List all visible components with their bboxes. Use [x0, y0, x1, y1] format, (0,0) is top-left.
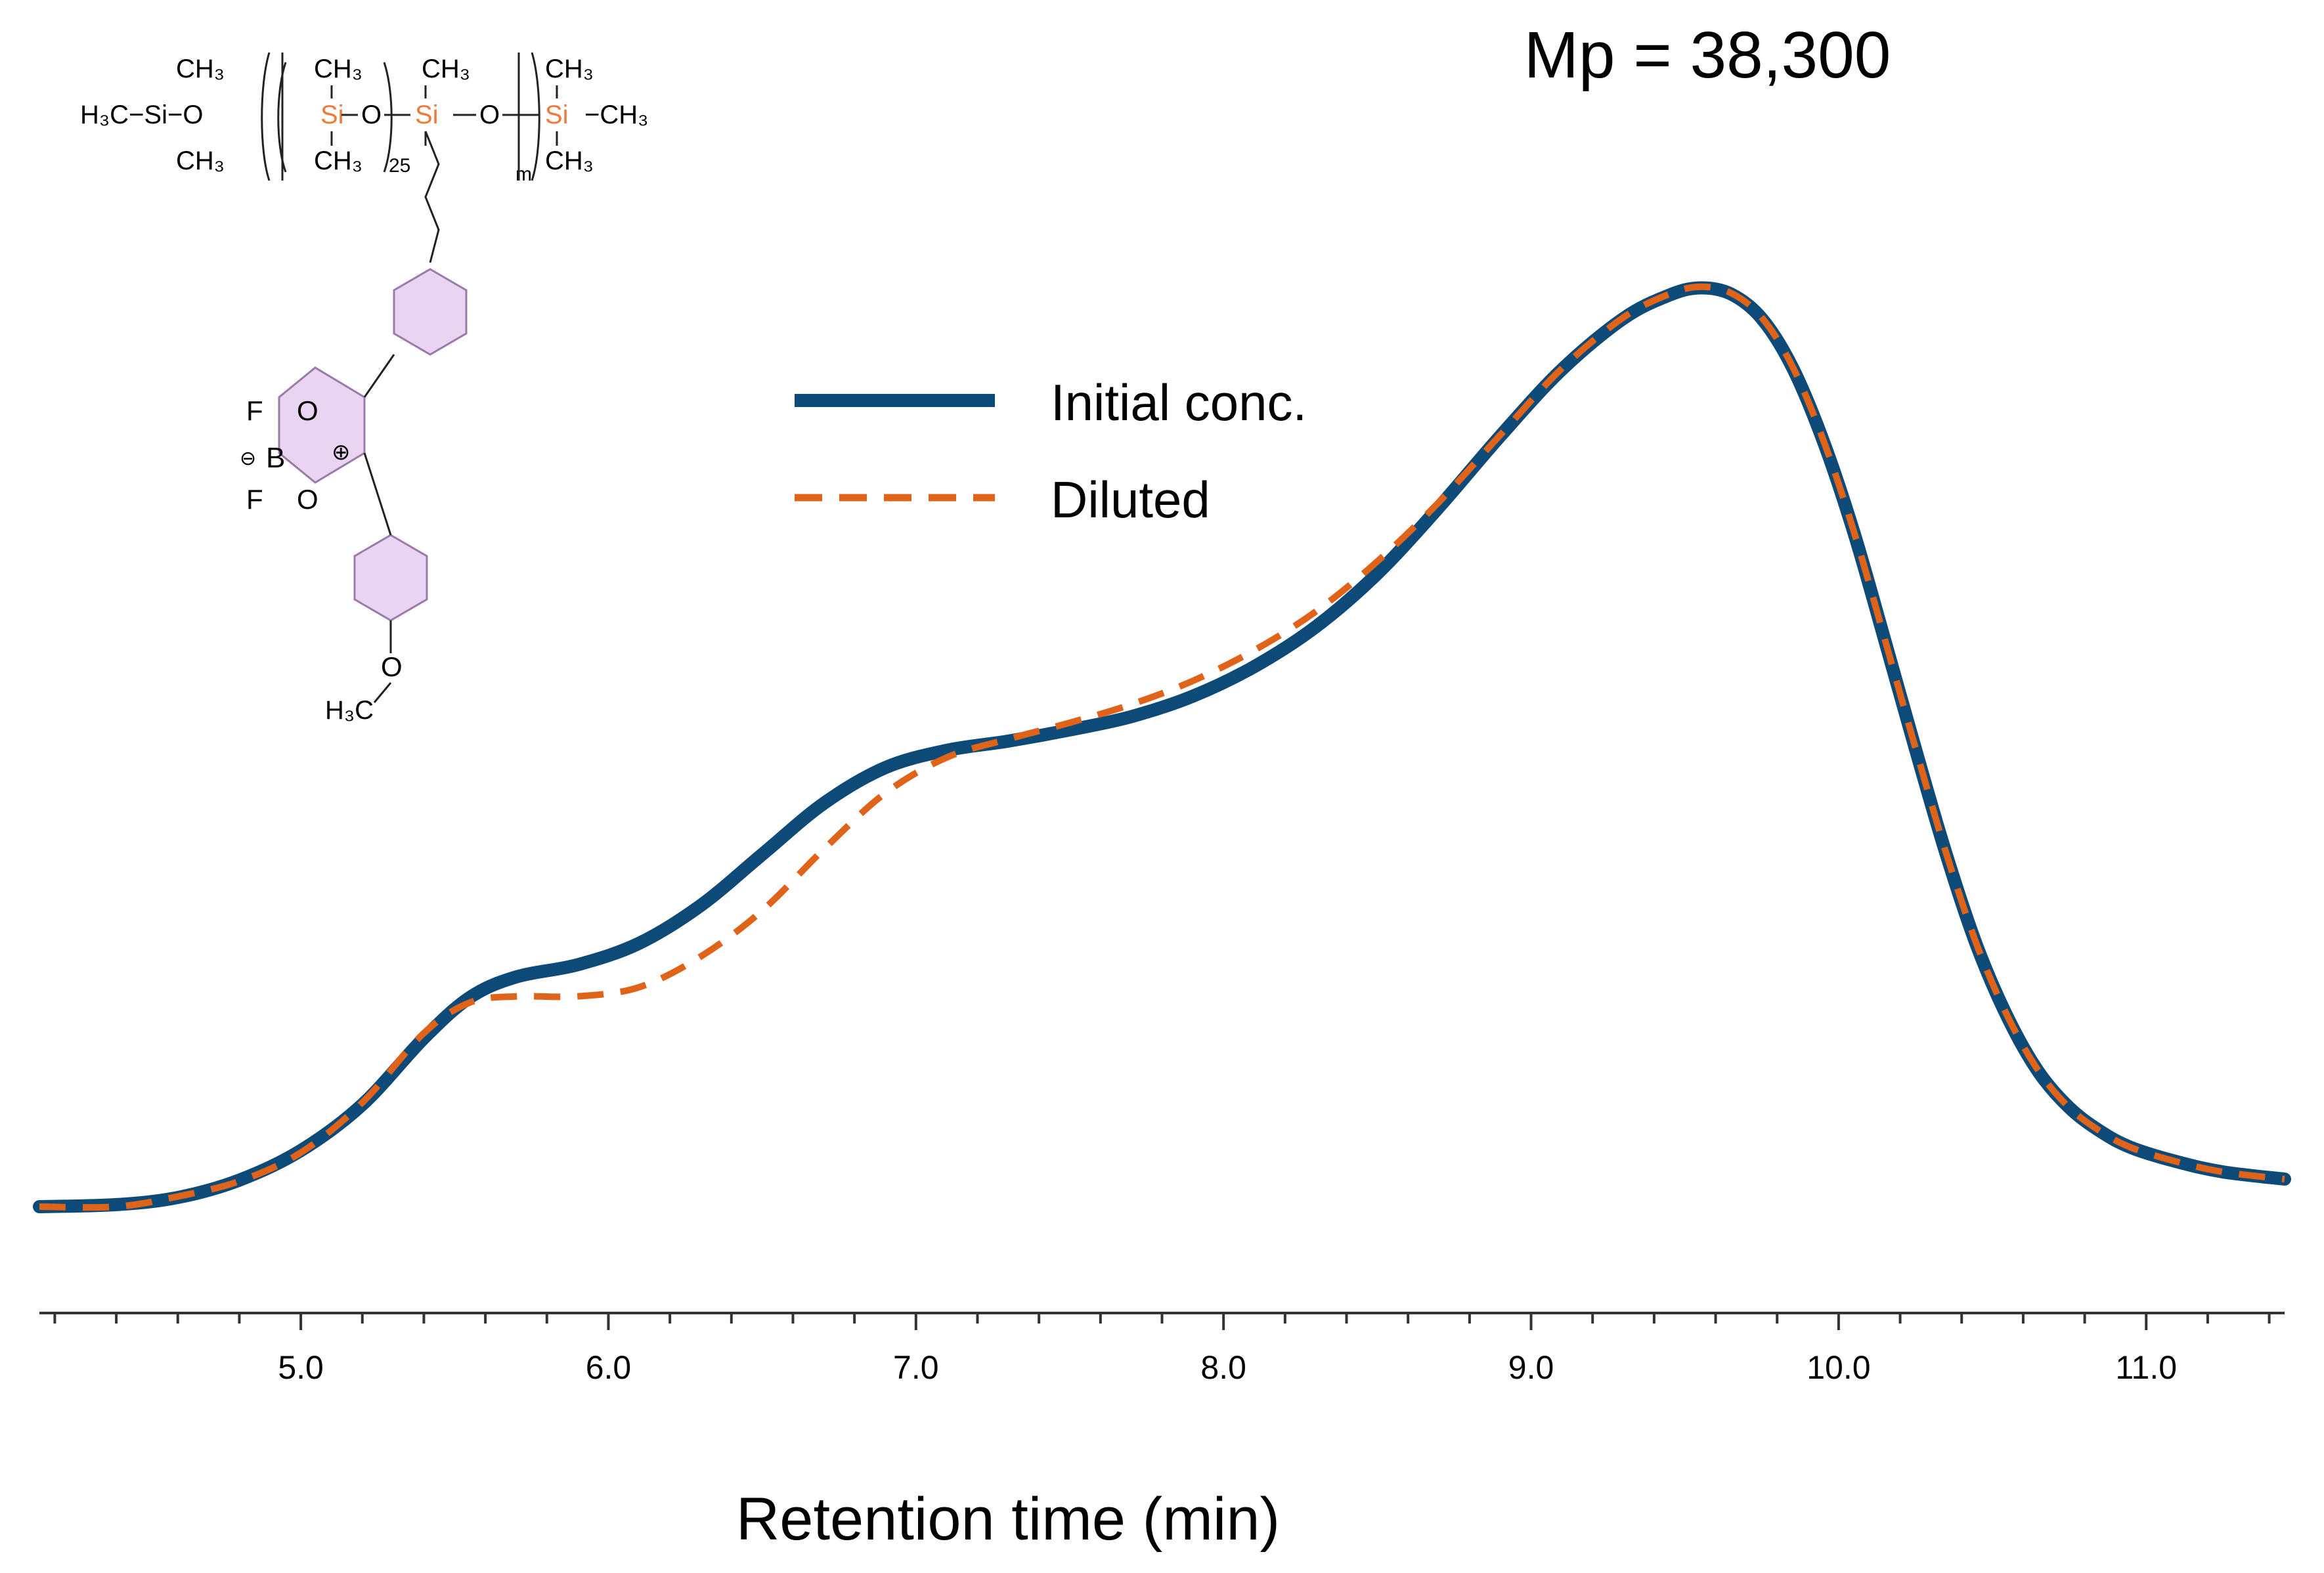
bottom-methyl-2: CH₃: [314, 146, 362, 175]
bf2-dbm-dye: O O B F F ⊖ ⊕ O H₃C: [240, 268, 468, 725]
siloxane-backbone: H₃C−Si−O CH₃ CH₃ CH₃ CH₃ CH₃ CH₃ CH₃ Si …: [80, 54, 648, 185]
fluorine-bottom: F: [246, 484, 263, 515]
top-methyl-2: CH₃: [314, 54, 362, 83]
series-diluted: [39, 283, 2285, 1211]
oxygen-top: O: [297, 395, 318, 426]
dioxaborinine-ring: [278, 366, 366, 484]
oxygen-bottom: O: [297, 484, 318, 515]
plot-area: [33, 281, 2291, 1213]
x-tick-label: 6.0: [586, 1349, 632, 1386]
phenyl-ring-bottom: [353, 534, 428, 622]
bottom-methyl-1: CH₃: [176, 146, 225, 175]
legend: Initial conc. Diluted: [795, 374, 1307, 528]
top-methyl-4: CH₃: [545, 54, 594, 83]
repeat-25: 25: [389, 155, 410, 177]
fluorine-top: F: [246, 395, 263, 426]
right-methyl: −CH₃: [584, 100, 648, 129]
x-tick-label: 10.0: [1807, 1349, 1870, 1386]
bottom-methyl-3: CH₃: [545, 146, 594, 175]
silicon-1: Si: [320, 100, 344, 129]
annotation-mp: Mp = 38,300: [1524, 18, 1891, 92]
silicon-3: Si: [545, 100, 569, 129]
x-tick-label: 8.0: [1200, 1349, 1246, 1386]
methoxy-methyl: H₃C: [325, 696, 374, 725]
phenyl-ring-top: [393, 268, 468, 356]
minus-charge: ⊖: [240, 448, 256, 469]
top-methyl-1: CH₃: [176, 54, 225, 83]
legend-label-diluted: Diluted: [1051, 471, 1210, 528]
x-tick-label: 9.0: [1508, 1349, 1554, 1386]
x-tick-label: 11.0: [2115, 1349, 2177, 1386]
x-ticks: 5.0 6.0 7.0 8.0 9.0 10.0 11.0: [53, 1313, 2271, 1386]
chemical-structure: H₃C−Si−O CH₃ CH₃ CH₃ CH₃ CH₃ CH₃ CH₃ Si …: [80, 52, 648, 725]
oxygen-1: O: [361, 100, 382, 129]
x-tick-label: 5.0: [278, 1349, 324, 1386]
boron: B: [266, 442, 285, 474]
x-axis-label: Retention time (min): [736, 1486, 1280, 1553]
structure-bonds: [261, 52, 558, 263]
plus-charge: ⊕: [332, 440, 351, 465]
legend-label-initial: Initial conc.: [1051, 374, 1307, 431]
oxygen-2: O: [479, 100, 500, 129]
methoxy-oxygen: O: [381, 651, 403, 682]
x-axis: 5.0 6.0 7.0 8.0 9.0 10.0 11.0: [39, 1312, 2285, 1386]
left-trimethylsilyl: H₃C−Si−O: [80, 100, 203, 129]
silicon-2: Si: [415, 100, 439, 129]
top-methyl-3: CH₃: [422, 54, 470, 83]
x-tick-label: 7.0: [893, 1349, 939, 1386]
series-initial-conc: [33, 281, 2291, 1213]
